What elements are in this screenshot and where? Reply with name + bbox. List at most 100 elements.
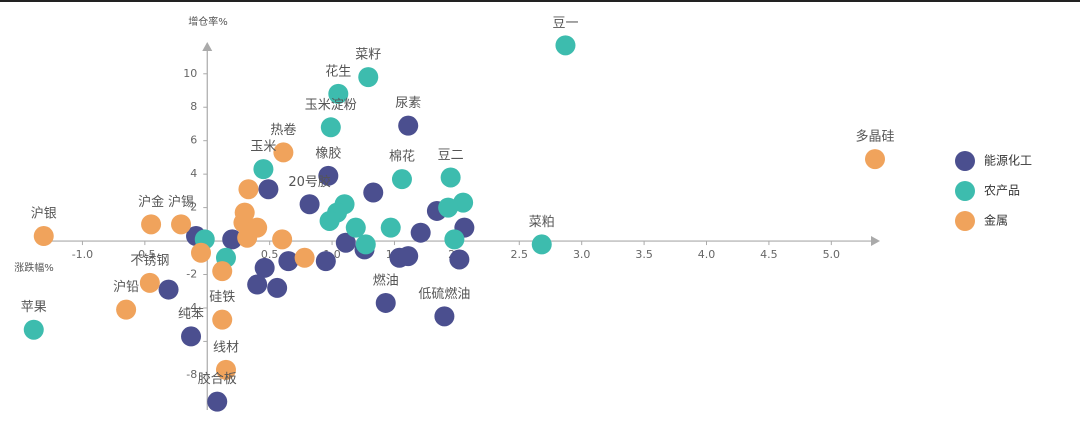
point-label: 菜籽 <box>355 48 381 63</box>
point-label: 不锈钢 <box>130 253 169 268</box>
point <box>444 229 465 250</box>
point <box>254 257 275 278</box>
point-label: 低硫燃油 <box>418 286 470 302</box>
point <box>363 182 384 203</box>
point <box>116 299 137 320</box>
legend-label: 金属 <box>984 213 1008 228</box>
point <box>410 222 431 243</box>
point-label: 燃油 <box>373 272 399 288</box>
point-label: 线材 <box>213 340 239 355</box>
point-label: 纯苯 <box>178 307 204 322</box>
legend-marker <box>955 151 975 171</box>
y-axis-arrow <box>202 42 213 51</box>
point <box>139 272 160 293</box>
x-tick-label: -0.5 <box>134 248 155 261</box>
point-label: 苹果 <box>21 300 47 315</box>
point <box>398 115 419 136</box>
point-label: 玉米淀粉 <box>305 98 357 113</box>
point <box>273 142 294 163</box>
point-label: 尿素 <box>395 96 421 111</box>
y-tick-label: 6 <box>190 134 197 147</box>
point <box>328 83 349 104</box>
point <box>294 247 315 268</box>
point-label: 硅铁 <box>209 290 235 305</box>
point-label: 菜粕 <box>529 215 555 230</box>
point <box>299 194 320 215</box>
point <box>207 391 228 412</box>
y-tick-label: -2 <box>186 268 197 281</box>
point <box>315 251 336 272</box>
legend-label: 农产品 <box>984 184 1020 198</box>
point <box>449 249 470 270</box>
point-label: 花生 <box>325 63 351 79</box>
y-tick-label: 10 <box>183 67 197 80</box>
point <box>158 279 179 300</box>
point <box>191 242 212 263</box>
x-tick-label: 3.5 <box>635 248 653 261</box>
legend-marker <box>955 211 975 231</box>
x-tick-label: -1.0 <box>72 248 93 261</box>
point <box>319 210 340 231</box>
y-axis-title: 增仓率% <box>188 15 228 28</box>
y-tick-label: 2 <box>190 201 197 214</box>
point <box>335 232 356 253</box>
point-label: 沪铅 <box>113 279 139 295</box>
point <box>181 326 202 347</box>
point-label: 沪银 <box>31 206 57 222</box>
point-label: 胶合板 <box>198 371 237 387</box>
point <box>258 179 279 200</box>
point <box>391 169 412 190</box>
point-label: 玉米 <box>250 140 276 155</box>
point <box>247 217 268 238</box>
point <box>238 179 259 200</box>
point-label: 多晶硅 <box>855 129 894 145</box>
point <box>278 251 299 272</box>
point-label: 棉花 <box>389 149 415 165</box>
point <box>247 274 268 295</box>
point-label: 沪锡 <box>168 194 194 210</box>
point <box>355 234 376 255</box>
point <box>272 229 293 250</box>
point <box>318 165 339 186</box>
x-tick-label: 4.0 <box>698 248 716 261</box>
point <box>440 167 461 188</box>
point <box>253 159 274 180</box>
point <box>33 226 54 247</box>
point-label: 豆一 <box>552 16 578 31</box>
point <box>320 117 341 138</box>
x-tick-label: 5.0 <box>823 248 841 261</box>
point <box>141 214 162 235</box>
x-tick-label: 3.0 <box>573 248 591 261</box>
point <box>398 246 419 267</box>
y-tick-label: -8 <box>186 368 197 381</box>
point-label: 20号胶 <box>288 174 331 190</box>
point <box>375 292 396 313</box>
point-label: 沪金 <box>138 194 164 210</box>
point <box>531 234 552 255</box>
x-tick-label: 2.5 <box>511 248 529 261</box>
point-label: 豆二 <box>438 148 464 163</box>
legend-marker <box>955 181 975 201</box>
y-tick-label: -4 <box>186 301 197 314</box>
point <box>555 35 576 56</box>
x-axis-title: 涨跌幅% <box>14 261 54 274</box>
y-tick-label: 8 <box>190 100 197 113</box>
point <box>171 214 192 235</box>
point <box>380 217 401 238</box>
point <box>358 67 379 88</box>
x-tick-label: 0.5 <box>261 248 279 261</box>
x-axis-arrow <box>871 236 880 247</box>
point <box>212 309 233 330</box>
point <box>215 359 236 380</box>
point <box>267 277 288 298</box>
y-tick-label: 4 <box>190 167 197 180</box>
point <box>345 217 366 238</box>
point <box>434 306 455 327</box>
point <box>865 149 886 170</box>
point <box>438 197 459 218</box>
x-tick-label: 4.5 <box>760 248 778 261</box>
legend-label: 能源化工 <box>984 154 1032 168</box>
point <box>23 319 44 340</box>
point <box>222 229 243 250</box>
